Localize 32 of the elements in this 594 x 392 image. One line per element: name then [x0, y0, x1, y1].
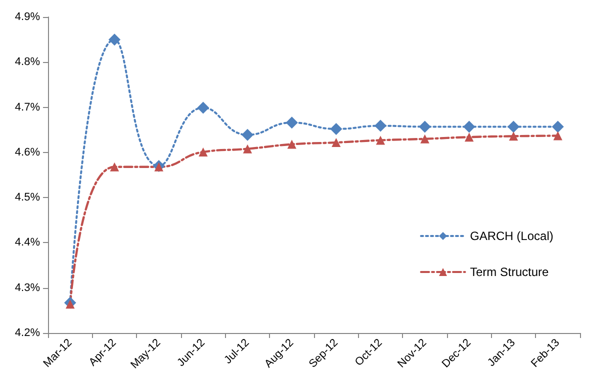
point	[553, 131, 562, 140]
point	[286, 116, 298, 129]
point	[374, 120, 386, 132]
y-tick-label: 4.9%	[14, 11, 40, 23]
point	[463, 120, 476, 133]
point	[508, 120, 520, 133]
y-tick-label: 4.8%	[14, 56, 40, 68]
y-tick-label: 4.6%	[14, 146, 40, 158]
point	[198, 147, 208, 156]
y-tick-label: 4.4%	[14, 236, 40, 249]
point	[243, 144, 252, 154]
point	[464, 132, 474, 142]
point	[242, 128, 254, 141]
point	[330, 122, 342, 135]
point	[418, 120, 431, 133]
point	[154, 162, 164, 172]
point	[287, 140, 296, 149]
point	[552, 120, 564, 133]
point	[420, 134, 430, 144]
point	[332, 138, 341, 147]
point	[376, 136, 385, 145]
point	[509, 132, 518, 141]
y-tick-label: 4.7%	[14, 101, 40, 114]
legend-label: GARCH (Local)	[470, 229, 554, 243]
legend-label: Term Structure	[470, 265, 550, 279]
point	[197, 102, 210, 114]
point	[66, 300, 75, 309]
y-tick-label: 4.5%	[14, 192, 40, 204]
y-tick-label: 4.3%	[14, 282, 40, 294]
y-tick-label: 4.2%	[14, 327, 40, 339]
point	[110, 162, 119, 172]
point	[108, 34, 120, 46]
